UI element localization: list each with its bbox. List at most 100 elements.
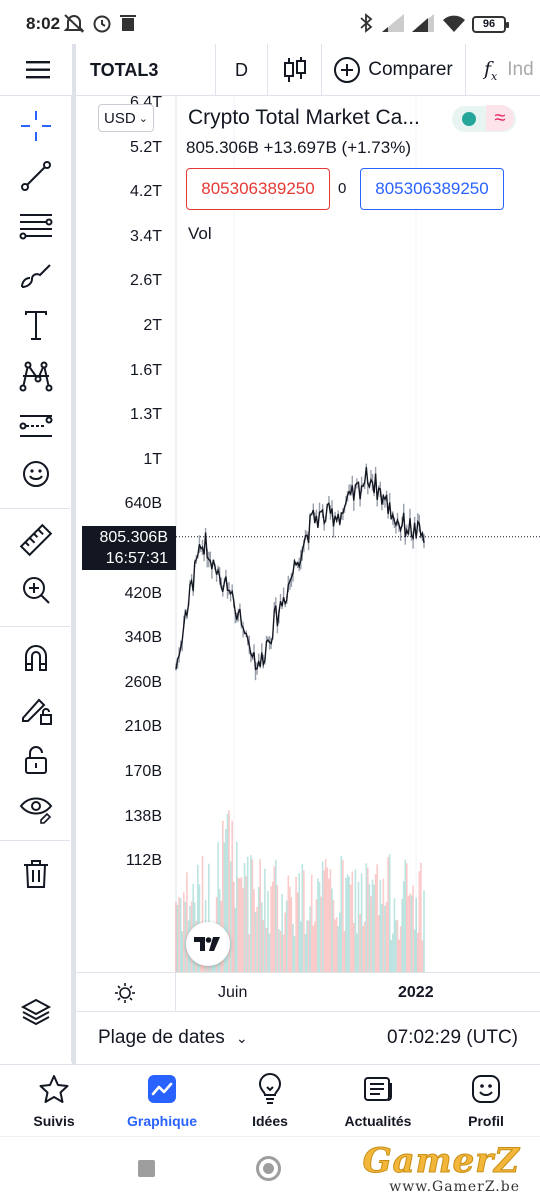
volume-bar xyxy=(406,863,408,972)
nav-ideas[interactable]: Idées xyxy=(216,1073,324,1133)
volume-bar xyxy=(250,855,252,972)
volume-bar xyxy=(362,925,364,972)
volume-bar xyxy=(270,886,272,972)
panel-divider[interactable] xyxy=(72,44,76,1064)
emoji-tool[interactable] xyxy=(14,454,58,494)
trash-icon xyxy=(24,860,48,888)
price-axis-label: 170B xyxy=(124,763,162,780)
indicators-button[interactable]: fx Ind xyxy=(466,44,540,96)
volume-bar xyxy=(179,898,182,972)
spread-value: 0 xyxy=(338,180,347,197)
magnet-tool[interactable] xyxy=(14,638,58,678)
recents-button[interactable] xyxy=(138,1160,155,1177)
volume-bar xyxy=(345,877,347,972)
text-icon xyxy=(25,311,47,340)
price-axis-label: 1.3T xyxy=(129,406,162,424)
volume-bar xyxy=(248,934,251,972)
measure-tool[interactable] xyxy=(14,520,58,560)
crosshair-tool[interactable] xyxy=(14,106,58,146)
volume-bar xyxy=(239,878,241,972)
chart-pane[interactable]: 6.4T5.2T4.2T3.4T2.6T2T1.6T1.3T1T640B520B… xyxy=(76,96,540,972)
utc-clock[interactable]: 07:02:29 (UTC) xyxy=(387,1027,518,1048)
buy-button[interactable]: 805306389250 xyxy=(360,168,504,210)
nav-news[interactable]: Actualités xyxy=(324,1073,432,1133)
brush-tool[interactable] xyxy=(14,256,58,296)
volume-bar xyxy=(231,820,233,972)
volume-bar xyxy=(404,859,407,972)
volume-bar xyxy=(337,926,339,972)
tradingview-logo[interactable] xyxy=(186,922,230,966)
object-tree-tool[interactable] xyxy=(14,992,58,1032)
fib-tool[interactable] xyxy=(14,206,58,246)
menu-button[interactable] xyxy=(0,44,76,96)
time-axis[interactable]: Juin 2022 xyxy=(76,972,540,1013)
volume-bar xyxy=(407,895,410,972)
volume-bar xyxy=(354,869,357,972)
pattern-tool[interactable] xyxy=(14,356,58,396)
price-tag-value: 805.306B xyxy=(99,529,168,546)
chart-icon xyxy=(148,1075,176,1103)
volume-bar xyxy=(208,863,210,972)
price-chart[interactable] xyxy=(76,96,540,972)
price-axis-label: 1.6T xyxy=(129,361,162,379)
price-axis-label: 2.6T xyxy=(129,272,162,290)
volume-bar xyxy=(420,862,422,972)
visibility-tool[interactable] xyxy=(14,788,58,828)
volume-bar xyxy=(197,864,199,972)
chart-title[interactable]: Crypto Total Market Ca... xyxy=(188,106,420,129)
volume-bar xyxy=(298,873,300,972)
volume-bar xyxy=(335,917,338,972)
volume-bar xyxy=(236,841,238,972)
volume-bar xyxy=(315,899,318,972)
volume-bar xyxy=(363,921,366,972)
price-tag-timer: 16:57:31 xyxy=(105,550,168,567)
nav-label: Profil xyxy=(468,1113,504,1129)
top-toolbar: TOTAL3 D Comparer fx Ind xyxy=(0,44,540,96)
volume-bar xyxy=(318,882,321,972)
symbol-button[interactable]: TOTAL3 xyxy=(76,44,216,96)
volume-bar xyxy=(307,920,310,972)
volume-bar xyxy=(332,899,335,972)
timeframe-button[interactable]: D xyxy=(216,44,268,96)
volume-bar xyxy=(334,919,336,972)
text-tool[interactable] xyxy=(14,306,58,346)
nav-profile[interactable]: Profil xyxy=(432,1073,540,1133)
volume-legend[interactable]: Vol xyxy=(188,224,212,243)
lock-drawing-tool[interactable] xyxy=(14,690,58,730)
volume-bar xyxy=(356,933,358,972)
remove-drawings-tool[interactable] xyxy=(14,854,58,894)
layers-icon xyxy=(20,998,52,1026)
home-button[interactable] xyxy=(256,1156,281,1181)
date-range-button[interactable]: Plage de dates ⌄ xyxy=(98,1027,248,1049)
market-status-icon xyxy=(462,112,476,126)
lock-tool[interactable] xyxy=(14,740,58,780)
settings-sun-icon[interactable] xyxy=(114,982,136,1004)
volume-bar xyxy=(340,856,343,972)
volume-bar xyxy=(339,912,341,972)
nav-chart[interactable]: Graphique xyxy=(108,1073,216,1133)
volume-bar xyxy=(310,874,313,972)
status-pill[interactable]: ≈ xyxy=(452,105,516,132)
ruler-icon xyxy=(19,523,53,557)
chart-type-button[interactable] xyxy=(268,44,322,96)
volume-bar xyxy=(183,892,185,972)
forecast-tool[interactable] xyxy=(14,406,58,446)
date-range-label: Plage de dates xyxy=(98,1027,225,1048)
volume-bar xyxy=(387,857,389,972)
volume-bar xyxy=(186,872,188,972)
volume-bar xyxy=(410,895,413,972)
price-axis-label: 1T xyxy=(143,450,162,468)
trend-line-tool[interactable] xyxy=(14,156,58,196)
volume-bar xyxy=(293,936,296,972)
nav-watchlist[interactable]: Suivis xyxy=(0,1073,108,1133)
lock-drawing-icon xyxy=(22,698,52,725)
currency-select[interactable]: USD ⌄ xyxy=(98,104,154,132)
crosshair-icon xyxy=(21,111,51,141)
sell-button[interactable]: 805306389250 xyxy=(186,168,330,210)
alarm-icon xyxy=(93,15,111,33)
price-line xyxy=(175,467,425,671)
volume-bar xyxy=(309,906,311,972)
price-axis-label: 210B xyxy=(124,718,162,736)
zoom-tool[interactable] xyxy=(14,570,58,610)
compare-button[interactable]: Comparer xyxy=(322,44,466,96)
